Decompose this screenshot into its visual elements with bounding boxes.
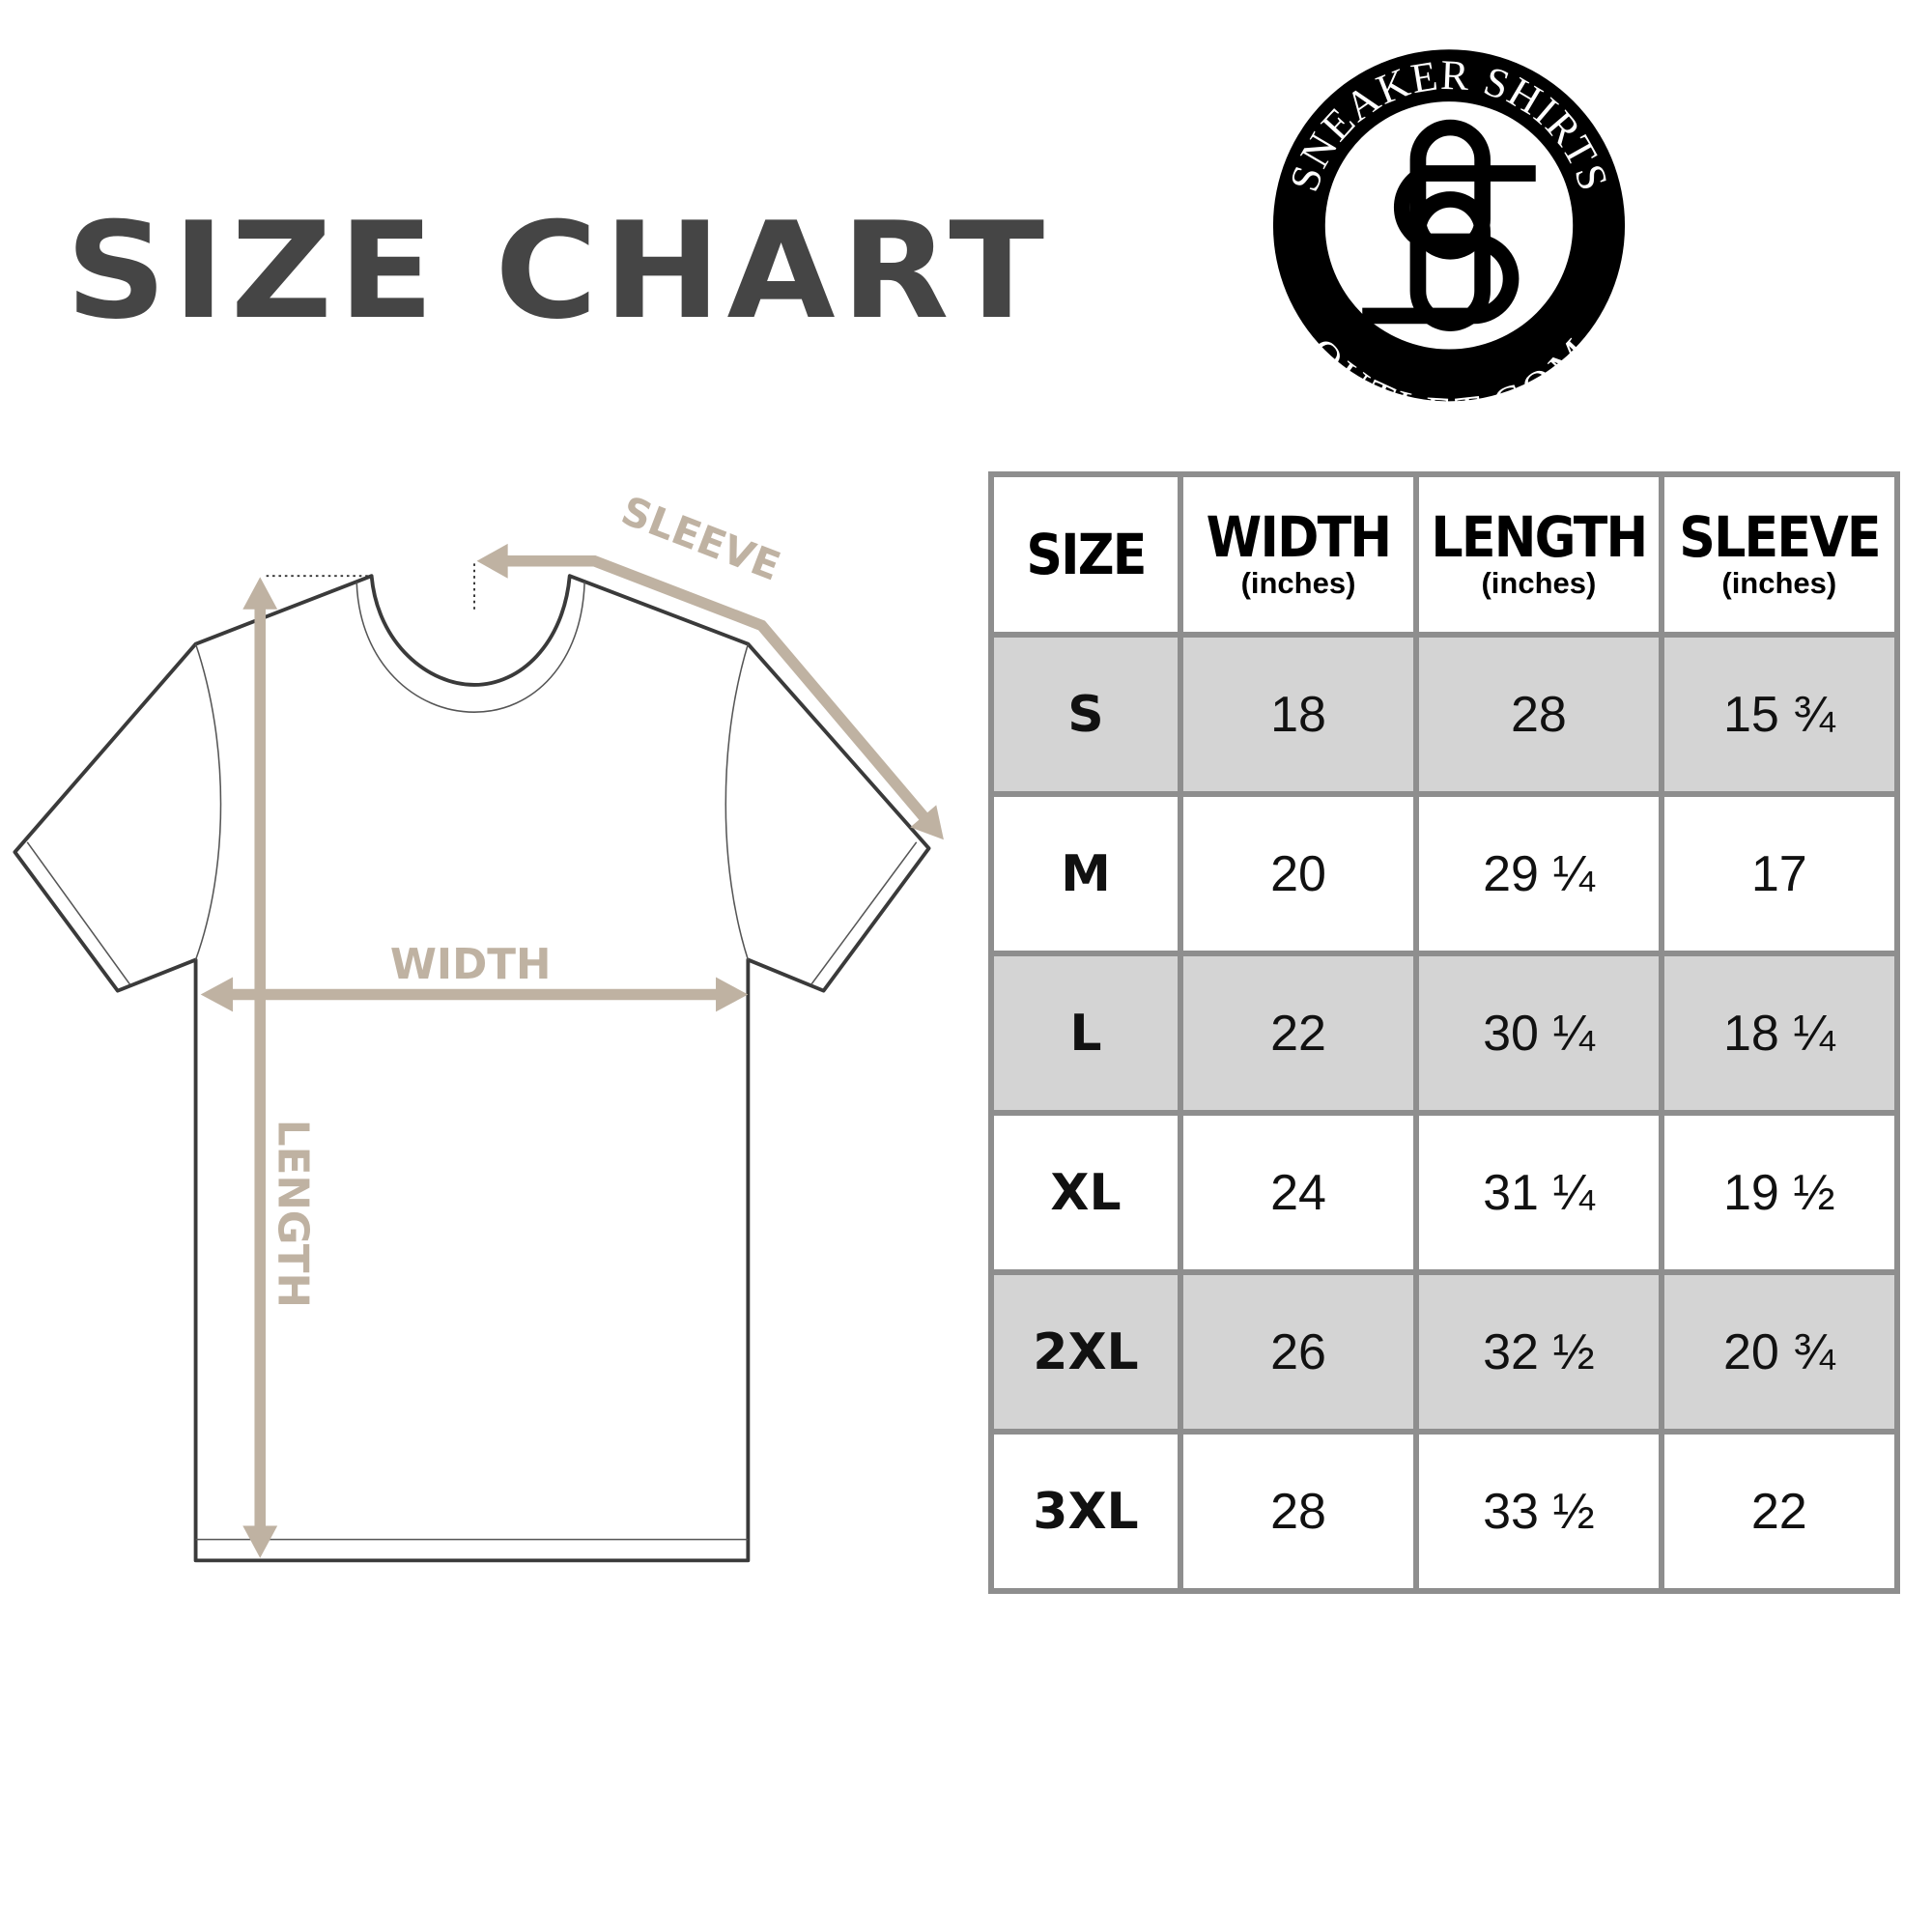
- length-cell: 30 ¼: [1413, 951, 1664, 1116]
- width-cell: 20: [1178, 791, 1419, 956]
- table-row: L 22 30 ¼ 18 ¼: [988, 951, 1900, 1116]
- length-cell: 28: [1413, 632, 1664, 797]
- monogram-icon: [1362, 119, 1536, 331]
- sleeve-cell: 20 ¾: [1658, 1269, 1900, 1435]
- length-cell: 31 ¼: [1413, 1110, 1664, 1275]
- header-size: SIZE: [988, 471, 1183, 638]
- length-cell: 29 ¼: [1413, 791, 1664, 956]
- sleeve-cell: 22: [1658, 1429, 1900, 1594]
- length-cell: 33 ½: [1413, 1429, 1664, 1594]
- page-title: SIZE CHART: [66, 193, 1051, 349]
- length-label: LENGTH: [268, 1120, 316, 1308]
- width-cell: 24: [1178, 1110, 1419, 1275]
- size-cell: 3XL: [988, 1429, 1183, 1594]
- sleeve-cell: 18 ¼: [1658, 951, 1900, 1116]
- sleeve-cell: 19 ½: [1658, 1110, 1900, 1275]
- sleeve-arrow: [495, 555, 931, 824]
- size-table: SIZE WIDTH (inches) LENGTH (inches) SLEEVE…: [988, 471, 1900, 1594]
- size-cell: S: [988, 632, 1183, 797]
- size-cell: 2XL: [988, 1269, 1183, 1435]
- size-cell: M: [988, 791, 1183, 956]
- width-cell: 22: [1178, 951, 1419, 1116]
- table-row: M 20 29 ¼ 17: [988, 791, 1900, 956]
- size-cell: XL: [988, 1110, 1183, 1275]
- header-sleeve: SLEEVE (inches): [1658, 471, 1900, 638]
- table-row: XL 24 31 ¼ 19 ½: [988, 1110, 1900, 1275]
- measure-arrows: [217, 555, 931, 1543]
- width-label: WIDTH: [390, 941, 552, 989]
- sleeve-cell: 15 ¾: [1658, 632, 1900, 797]
- sleeve-cell: 17: [1658, 791, 1900, 956]
- width-cell: 18: [1178, 632, 1419, 797]
- shirt-outline: [13, 574, 931, 1563]
- table-row: 3XL 28 33 ½ 22: [988, 1429, 1900, 1594]
- width-cell: 26: [1178, 1269, 1419, 1435]
- length-cell: 32 ½: [1413, 1269, 1664, 1435]
- table-row: 2XL 26 32 ½ 20 ¾: [988, 1269, 1900, 1435]
- header-length: LENGTH (inches): [1413, 471, 1664, 638]
- table-header-row: SIZE WIDTH (inches) LENGTH (inches) SLEEVE…: [988, 471, 1900, 638]
- size-cell: L: [988, 951, 1183, 1116]
- width-cell: 28: [1178, 1429, 1419, 1594]
- table-row: S 18 28 15 ¾: [988, 632, 1900, 797]
- header-width: WIDTH (inches): [1178, 471, 1419, 638]
